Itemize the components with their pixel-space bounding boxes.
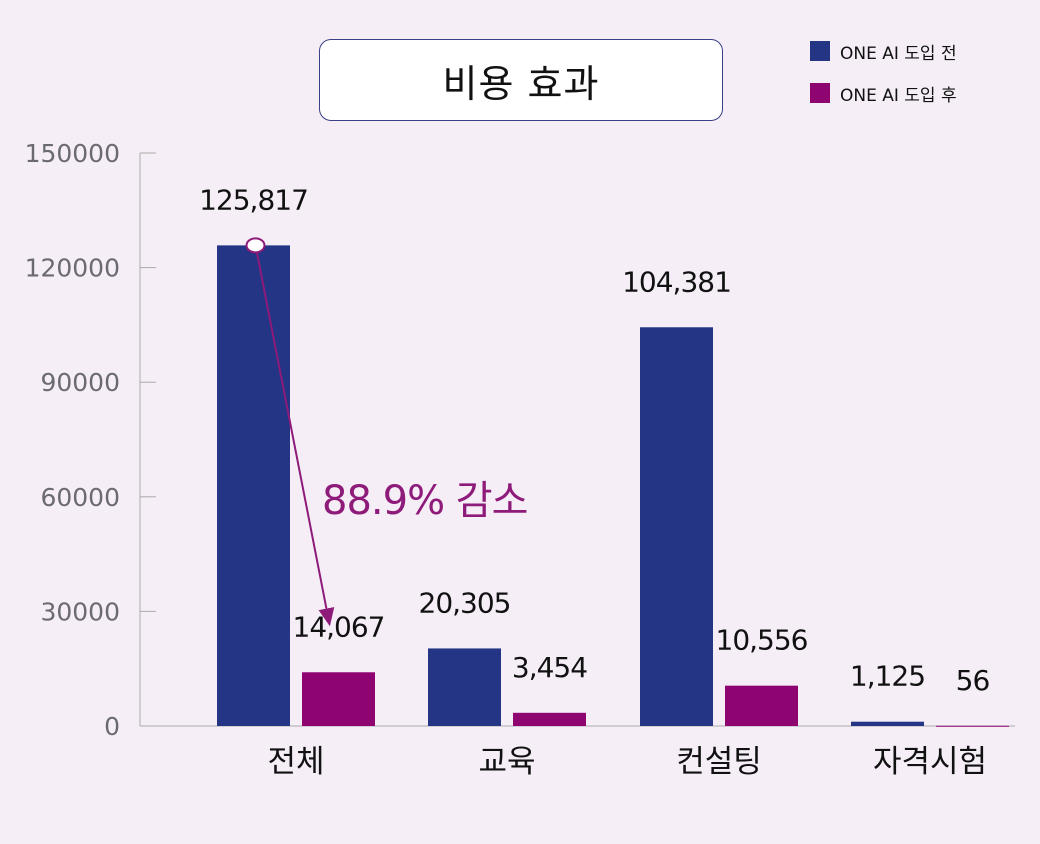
y-tick-label: 30000 — [40, 597, 120, 626]
bar — [428, 648, 501, 726]
legend-label-before: ONE AI 도입 전 — [840, 43, 957, 64]
y-tick-label: 90000 — [40, 368, 120, 397]
bar-value-label: 20,305 — [419, 586, 511, 619]
legend-label-after: ONE AI 도입 후 — [840, 85, 957, 106]
bar — [513, 712, 586, 726]
y-tick-label: 120000 — [25, 254, 120, 283]
bar-value-label: 104,381 — [622, 265, 731, 298]
legend-swatch-after — [810, 83, 830, 103]
bar-value-label: 10,556 — [716, 624, 808, 657]
bar — [936, 725, 1009, 727]
chart-title-box: 비용 효과 — [319, 39, 723, 121]
bar — [640, 327, 713, 726]
arrow-start-marker — [245, 237, 266, 254]
reduction-arrow — [254, 245, 335, 627]
bar-value-label: 14,067 — [293, 610, 385, 643]
bar-value-label: 125,817 — [199, 183, 308, 216]
chart-title: 비용 효과 — [442, 61, 600, 106]
reduction-annotation: 88.9% 감소 — [322, 478, 527, 524]
bar-value-label: 1,125 — [850, 660, 925, 693]
legend-item-after: ONE AI 도입 후 — [810, 82, 957, 106]
bar — [217, 245, 290, 726]
x-tick-label: 교육 — [478, 744, 535, 780]
y-tick-label: 150000 — [25, 139, 120, 168]
bar — [851, 721, 924, 726]
bar-value-label: 3,454 — [512, 651, 587, 684]
legend-item-before: ONE AI 도입 전 — [810, 40, 957, 64]
legend-swatch-before — [810, 41, 830, 61]
y-tick-label: 60000 — [40, 483, 120, 512]
x-tick-label: 컨설팅 — [676, 744, 762, 780]
y-tick-label: 0 — [104, 712, 120, 741]
bar — [725, 685, 798, 726]
legend: ONE AI 도입 전 ONE AI 도입 후 — [810, 40, 957, 124]
x-tick-label: 자격시험 — [873, 744, 987, 780]
bar — [302, 672, 375, 726]
x-tick-label: 전체 — [267, 744, 324, 780]
bar-value-label: 56 — [956, 664, 990, 697]
